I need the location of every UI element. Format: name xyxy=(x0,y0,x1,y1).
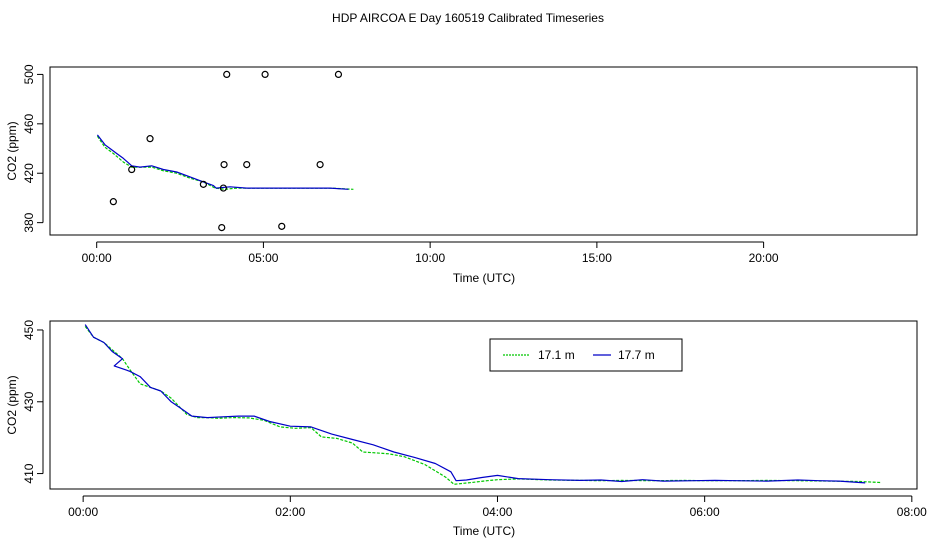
bottom-y-tick-label: 450 xyxy=(22,320,36,340)
legend-label-17-1m: 17.1 m xyxy=(538,348,575,362)
top-plot-frame xyxy=(49,66,918,236)
bottom-plot-frame xyxy=(49,320,918,490)
top-y-tick-label: 500 xyxy=(22,64,36,84)
bottom-x-tick-label: 08:00 xyxy=(897,505,927,519)
bottom-x-tick-label: 02:00 xyxy=(275,505,305,519)
top-data-point xyxy=(243,160,251,169)
top-x-tick-label: 05:00 xyxy=(248,251,278,265)
top-data-point xyxy=(316,160,324,169)
top-panel: Time (UTC) CO2 (ppm) 00:00 05:00 10:00 15:0… xyxy=(5,64,918,285)
bottom-y-tick-label: 430 xyxy=(22,391,36,411)
bottom-x-tick-label: 06:00 xyxy=(690,505,720,519)
top-data-point xyxy=(220,160,228,169)
top-data-point xyxy=(223,70,231,79)
legend: 17.1 m 17.7 m xyxy=(489,338,683,372)
top-y-tick-label: 380 xyxy=(22,212,36,232)
top-series-line-17-7-m xyxy=(96,134,349,190)
top-data-point xyxy=(146,135,154,143)
top-x-tick-label: 20:00 xyxy=(749,251,779,265)
top-x-tick-label: 10:00 xyxy=(415,251,445,265)
top-data-point xyxy=(199,180,207,188)
top-x-axis-title: Time (UTC) xyxy=(453,271,515,285)
top-data-point xyxy=(261,70,269,79)
bottom-x-tick-label: 04:00 xyxy=(482,505,512,519)
top-y-axis-title: CO2 (ppm) xyxy=(5,121,19,180)
top-y-tick-label: 460 xyxy=(22,113,36,133)
bottom-x-axis-title: Time (UTC) xyxy=(453,524,515,538)
top-data-point xyxy=(219,184,227,192)
top-y-tick-label: 420 xyxy=(22,163,36,183)
bottom-y-axis-title: CO2 (ppm) xyxy=(5,375,19,434)
top-data-point xyxy=(334,70,343,79)
chart-title: HDP AIRCOA E Day 160519 Calibrated Times… xyxy=(332,11,604,25)
top-data-point xyxy=(109,198,117,206)
top-data-point xyxy=(218,223,226,232)
bottom-series-line-17-7-m xyxy=(84,324,866,484)
top-x-tick-label: 15:00 xyxy=(582,251,612,265)
bottom-panel: Time (UTC) CO2 (ppm) 17.1 m 17.7 m 00:00… xyxy=(5,320,927,538)
top-x-tick-label: 00:00 xyxy=(82,251,112,265)
bottom-y-tick-label: 410 xyxy=(22,463,36,483)
legend-label-17-7m: 17.7 m xyxy=(618,348,655,362)
top-data-point xyxy=(278,222,286,230)
top-data-point xyxy=(128,165,136,174)
bottom-x-tick-label: 00:00 xyxy=(68,505,98,519)
